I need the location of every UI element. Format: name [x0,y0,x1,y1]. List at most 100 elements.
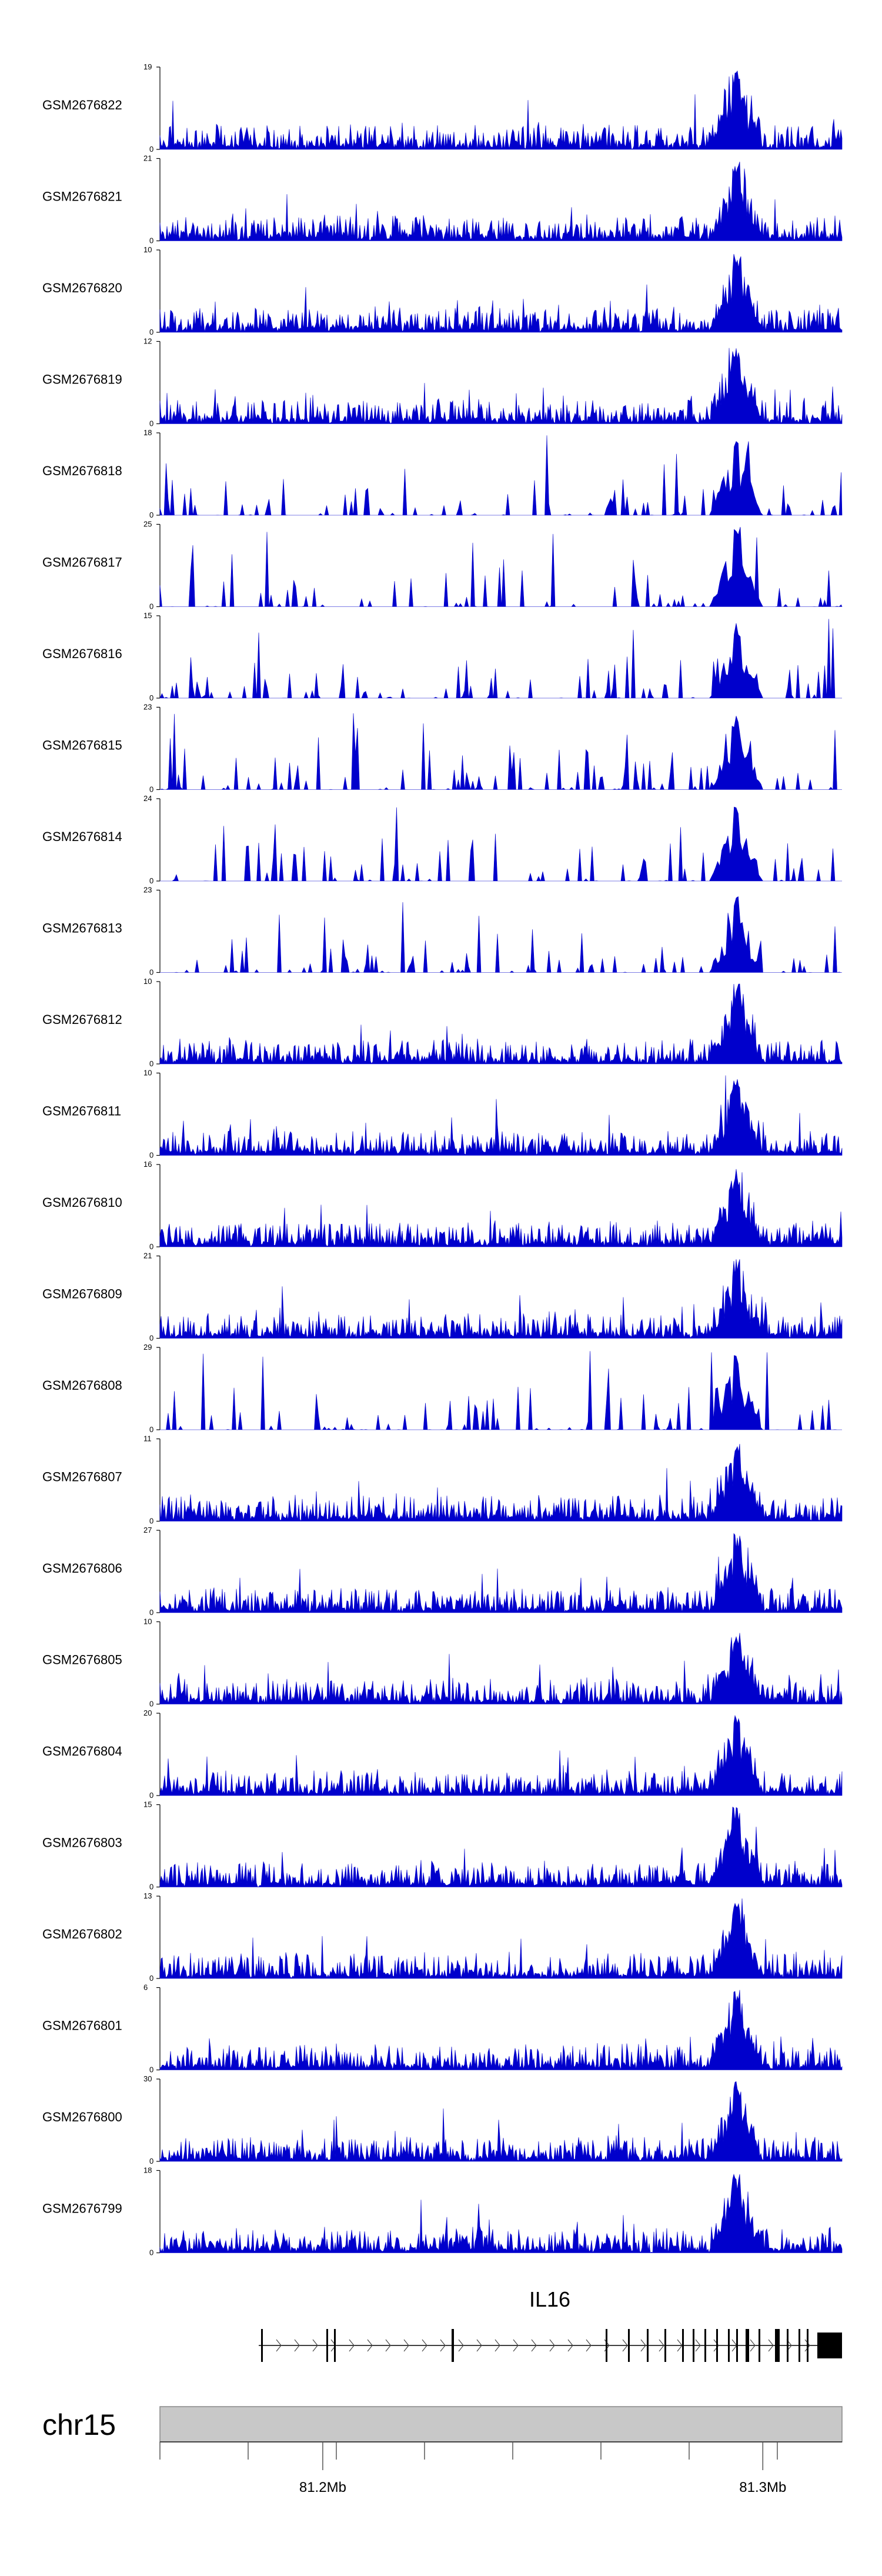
y-tick-label-max: 10 [143,245,152,254]
exon [787,2329,789,2362]
exon [716,2329,718,2362]
coverage-signal [159,1714,843,1796]
track-label: GSM2676817 [42,555,122,570]
track-label: GSM2676806 [42,1561,122,1576]
track-GSM2676822: GSM2676822 19 0 [42,62,843,154]
coverage-signal [159,1075,843,1156]
exon [759,2329,760,2362]
chromosome-label: chr15 [42,2408,116,2441]
y-tick-label-max: 24 [143,794,152,803]
exon [799,2329,800,2362]
track-GSM2676806: GSM2676806 27 0 [42,1526,843,1617]
track-GSM2676800: GSM2676800 30 0 [42,2074,843,2165]
exon [775,2329,780,2362]
track-GSM2676807: GSM2676807 11 0 [42,1434,843,1526]
y-tick-label-zero: 0 [149,2157,153,2165]
coverage-signal [159,983,843,1065]
y-tick-label-max: 23 [143,703,152,712]
exon [746,2329,749,2362]
scale-ticks: 81.2Mb 81.3Mb [159,2442,786,2495]
exon [664,2329,666,2362]
track-label: GSM2676818 [42,463,122,478]
track-GSM2676801: GSM2676801 6 0 [42,1983,843,2074]
exon [704,2329,706,2362]
x-tick-label: 81.2Mb [299,2480,346,2495]
coverage-signal [159,619,842,699]
coverage-signal [159,1259,843,1339]
exon [606,2329,607,2362]
strand-arrow [476,2339,482,2352]
track-GSM2676812: GSM2676812 10 0 [42,977,843,1068]
strand-arrow [768,2339,774,2352]
y-tick-label-zero: 0 [149,1608,153,1617]
track-label: GSM2676819 [42,372,122,387]
coverage-signal [159,1444,843,1522]
coverage-signal [159,253,843,333]
y-tick-label-zero: 0 [149,510,153,519]
track-label: GSM2676800 [42,2110,122,2124]
y-tick-label-max: 10 [143,1069,152,1077]
y-tick-label-max: 13 [143,1891,152,1900]
strand-arrow [294,2339,300,2352]
track-GSM2676804: GSM2676804 20 0 [42,1709,843,1800]
coverage-signal [160,806,842,882]
track-GSM2676820: GSM2676820 10 0 [42,245,843,336]
strand-arrow [549,2339,555,2352]
y-tick-label-zero: 0 [149,1791,153,1800]
coverage-signal [159,70,843,150]
coverage-signal [159,435,843,516]
track-label: GSM2676820 [42,281,122,295]
exon [693,2329,694,2362]
y-tick-label-max: 23 [143,886,152,895]
track-label: GSM2676803 [42,1836,122,1850]
y-tick-label-zero: 0 [149,876,153,885]
track-label: GSM2676810 [42,1195,122,1210]
track-GSM2676803: GSM2676803 15 0 [42,1800,843,1891]
track-GSM2676811: GSM2676811 10 0 [42,1069,843,1160]
y-tick-label-zero: 0 [149,1242,153,1251]
coverage-signal [160,1351,842,1431]
coverage-signal [159,1633,843,1704]
coverage-signal [159,1533,843,1613]
track-GSM2676819: GSM2676819 12 0 [42,337,843,428]
track-label: GSM2676808 [42,1378,122,1393]
strand-arrow [458,2339,464,2352]
strand-arrow [640,2339,646,2352]
track-GSM2676809: GSM2676809 21 0 [42,1252,843,1343]
strand-arrow [312,2339,318,2352]
track-label: GSM2676809 [42,1287,122,1302]
y-tick-label-max: 16 [143,1160,152,1169]
y-tick-label-zero: 0 [149,2248,153,2257]
y-tick-label-max: 10 [143,1617,152,1626]
y-tick-label-zero: 0 [149,1974,153,1983]
y-tick-label-max: 11 [143,1434,152,1443]
exon [817,2333,842,2358]
chromosome-bar [159,2406,843,2442]
strand-arrow [440,2339,446,2352]
coverage-signal [159,526,843,608]
strand-arrow [567,2339,573,2352]
coverage-signal [159,1806,843,1887]
track-label: GSM2676807 [42,1470,122,1484]
gene-annotation: IL16 [259,2287,842,2362]
y-tick-label-zero: 0 [149,1700,153,1709]
track-GSM2676810: GSM2676810 16 0 [42,1160,843,1251]
strand-arrow [586,2339,592,2352]
track-GSM2676815: GSM2676815 23 0 [42,703,842,794]
strand-arrow [349,2339,355,2352]
track-label: GSM2676804 [42,1744,122,1759]
y-tick-label-max: 20 [143,1709,152,1717]
gene-exons [261,2329,842,2362]
track-label: GSM2676799 [42,2201,122,2216]
track-label: GSM2676805 [42,1653,122,1667]
strand-arrow [713,2339,719,2352]
track-GSM2676802: GSM2676802 13 0 [42,1891,843,1983]
strand-arrow [276,2339,282,2352]
coverage-signal [159,161,843,241]
track-GSM2676813: GSM2676813 23 0 [42,886,842,977]
y-tick-label-max: 21 [143,154,152,163]
y-tick-label-zero: 0 [149,2066,153,2074]
strand-arrow [422,2339,427,2352]
strand-arrow [367,2339,373,2352]
